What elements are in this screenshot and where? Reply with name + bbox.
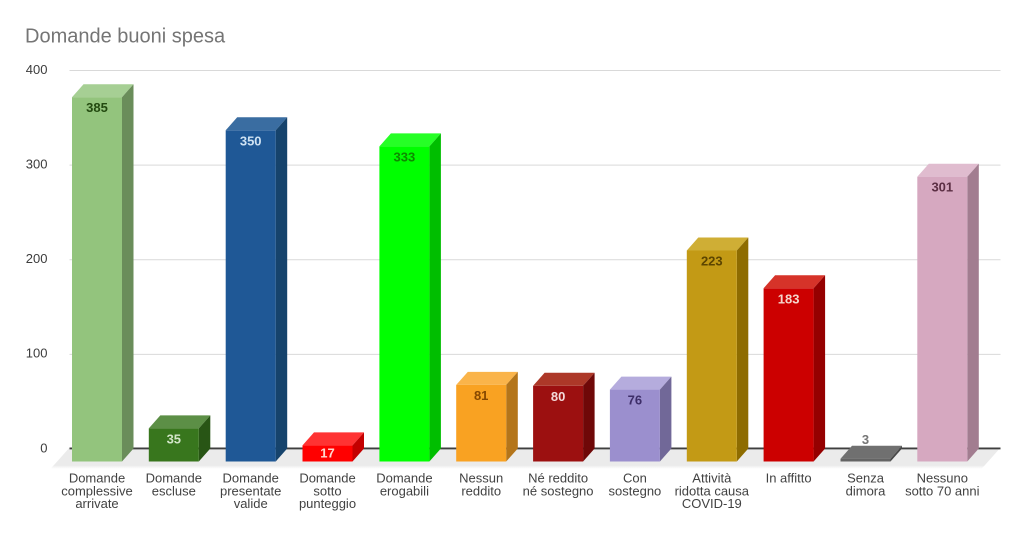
svg-text:Domande buoni spesa: Domande buoni spesa [25, 26, 226, 48]
svg-text:183: 183 [778, 291, 800, 306]
svg-text:76: 76 [628, 393, 642, 408]
svg-text:presentate: presentate [220, 483, 281, 498]
svg-text:Domande: Domande [376, 471, 432, 486]
svg-text:erogabili: erogabili [380, 483, 429, 498]
svg-text:Nessun: Nessun [459, 471, 503, 486]
svg-text:Né reddito: Né reddito [528, 471, 588, 486]
svg-text:80: 80 [551, 389, 565, 404]
svg-text:Con: Con [623, 471, 647, 486]
svg-text:sotto 70 anni: sotto 70 anni [905, 483, 980, 498]
svg-text:Domande: Domande [69, 471, 125, 486]
svg-text:Domande: Domande [146, 471, 202, 486]
svg-text:dimora: dimora [846, 483, 887, 498]
svg-text:Attività: Attività [692, 471, 732, 486]
svg-text:reddito: reddito [461, 483, 501, 498]
svg-text:81: 81 [474, 388, 488, 403]
svg-text:100: 100 [26, 346, 48, 361]
svg-text:arrivate: arrivate [75, 496, 118, 511]
svg-text:sostegno: sostegno [609, 483, 662, 498]
svg-text:sotto: sotto [313, 483, 341, 498]
svg-text:200: 200 [26, 251, 48, 266]
svg-text:Senza: Senza [847, 471, 885, 486]
svg-text:301: 301 [931, 180, 953, 195]
svg-text:333: 333 [394, 149, 416, 164]
svg-text:complessive: complessive [61, 483, 133, 498]
svg-text:3: 3 [862, 432, 869, 447]
svg-text:COVID-19: COVID-19 [682, 496, 742, 511]
svg-text:punteggio: punteggio [299, 496, 356, 511]
svg-text:escluse: escluse [152, 483, 196, 498]
svg-text:Domande: Domande [299, 471, 355, 486]
svg-text:400: 400 [26, 62, 48, 77]
svg-text:17: 17 [320, 446, 334, 461]
svg-text:385: 385 [86, 100, 108, 115]
svg-text:223: 223 [701, 254, 723, 269]
svg-text:Nessuno: Nessuno [917, 471, 968, 486]
svg-text:In affitto: In affitto [766, 471, 812, 486]
svg-text:35: 35 [167, 431, 181, 446]
svg-text:350: 350 [240, 133, 262, 148]
svg-text:0: 0 [40, 440, 47, 455]
svg-text:Domande: Domande [223, 471, 279, 486]
svg-text:né sostegno: né sostegno [523, 483, 594, 498]
svg-text:300: 300 [26, 156, 48, 171]
svg-text:ridotta causa: ridotta causa [675, 483, 750, 498]
svg-text:valide: valide [234, 496, 268, 511]
